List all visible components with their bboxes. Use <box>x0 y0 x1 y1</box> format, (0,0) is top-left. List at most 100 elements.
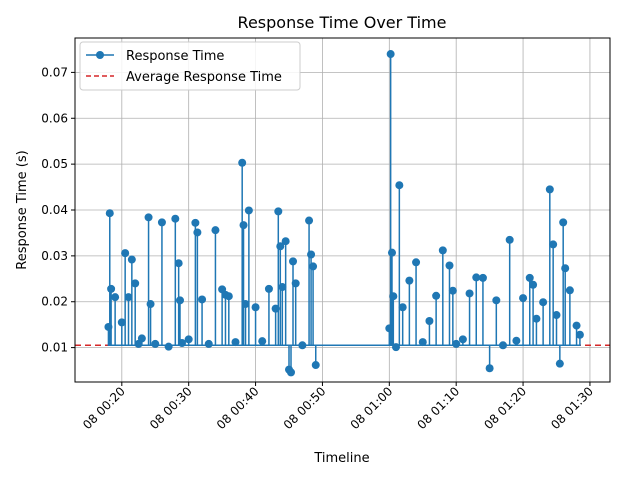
data-point <box>298 341 307 350</box>
data-point <box>175 296 184 305</box>
data-point <box>418 338 427 347</box>
x-axis-label: Timeline <box>313 451 369 466</box>
data-point <box>305 216 314 225</box>
y-axis-label: Response Time (s) <box>15 150 30 269</box>
data-point <box>311 361 320 370</box>
data-point <box>307 250 316 259</box>
data-point <box>281 237 290 246</box>
x-tick-label: 08 00:30 <box>147 384 195 432</box>
data-point <box>485 364 494 373</box>
data-point <box>164 342 173 351</box>
data-point <box>395 181 404 190</box>
chart-title: Response Time Over Time <box>238 13 447 32</box>
data-point <box>445 261 454 270</box>
data-point <box>239 221 248 230</box>
data-point <box>309 262 318 271</box>
data-point <box>193 228 202 237</box>
data-point <box>276 242 285 251</box>
data-point <box>121 249 130 258</box>
data-point <box>405 276 414 285</box>
data-point <box>438 246 447 255</box>
data-point <box>271 304 280 313</box>
x-tick-label: 08 01:10 <box>414 384 462 432</box>
data-point <box>448 286 457 295</box>
data-point <box>104 322 113 331</box>
data-point <box>385 324 394 333</box>
series-line <box>107 54 581 373</box>
data-point <box>231 338 240 347</box>
data-point <box>389 292 398 301</box>
y-tick-label: 0.05 <box>41 157 68 171</box>
data-point <box>386 50 395 59</box>
data-point <box>565 286 574 295</box>
legend-box <box>79 41 301 91</box>
data-point <box>244 206 253 215</box>
data-point <box>532 314 541 323</box>
data-point <box>184 335 193 344</box>
data-point <box>545 185 554 194</box>
y-tick-label: 0.02 <box>41 295 68 309</box>
data-point <box>552 311 561 320</box>
data-point <box>387 248 396 257</box>
data-point <box>291 279 300 288</box>
data-point <box>238 158 247 167</box>
data-point <box>174 259 183 268</box>
data-point <box>146 300 155 309</box>
y-axis: 0.01 0.02 0.03 0.04 0.05 0.06 0.07 <box>41 65 75 355</box>
data-point <box>465 289 474 298</box>
data-point <box>124 293 133 302</box>
data-point <box>198 295 207 304</box>
data-point <box>492 296 501 305</box>
data-point <box>452 339 461 348</box>
x-tick-label: 08 01:20 <box>481 384 529 432</box>
legend-series-label: Response Time <box>126 49 224 64</box>
data-point <box>425 316 434 325</box>
y-tick-label: 0.03 <box>41 249 68 263</box>
data-point <box>258 337 267 346</box>
data-point <box>519 294 528 303</box>
data-point <box>572 321 581 330</box>
x-tick-label: 08 01:00 <box>348 384 396 432</box>
data-point <box>392 343 400 352</box>
data-point <box>211 226 220 235</box>
data-point <box>505 235 514 244</box>
data-point <box>432 291 441 300</box>
x-tick-label: 08 00:20 <box>80 384 128 432</box>
data-point <box>157 218 166 227</box>
data-point <box>191 218 200 227</box>
data-point <box>472 273 481 282</box>
data-point <box>561 264 570 273</box>
data-point <box>178 339 186 348</box>
data-point <box>529 280 538 289</box>
legend: Response Time Average Response Time <box>79 41 301 91</box>
y-tick-label: 0.01 <box>41 341 68 355</box>
x-axis: 08 00:20 08 00:30 08 00:40 08 00:50 08 01:00… <box>80 382 596 432</box>
data-point <box>127 255 136 264</box>
data-point <box>274 207 283 216</box>
data-point <box>137 334 146 343</box>
x-tick-label: 08 00:50 <box>281 384 329 432</box>
data-point <box>251 303 260 312</box>
data-point <box>555 359 564 368</box>
data-point <box>458 335 467 344</box>
y-tick-label: 0.06 <box>41 111 68 125</box>
data-point <box>289 257 298 266</box>
series-layer <box>104 50 584 377</box>
data-point <box>111 293 120 302</box>
data-point <box>412 258 421 267</box>
data-point <box>105 209 114 218</box>
data-point <box>117 318 126 327</box>
data-point <box>559 218 568 227</box>
data-point <box>264 284 273 293</box>
data-point <box>151 339 160 348</box>
data-point <box>575 330 584 339</box>
data-point <box>204 339 213 348</box>
legend-series-marker <box>96 51 104 59</box>
x-tick-label: 08 01:30 <box>548 384 596 432</box>
data-point <box>278 283 287 292</box>
data-point <box>539 298 548 307</box>
data-point <box>107 284 116 293</box>
y-tick-label: 0.04 <box>41 203 68 217</box>
data-point <box>549 240 558 249</box>
